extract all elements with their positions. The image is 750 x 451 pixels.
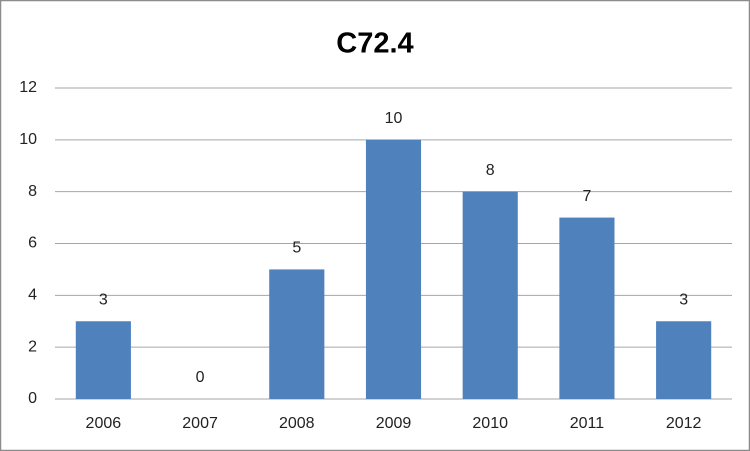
x-tick-label: 2006 (86, 415, 122, 432)
x-tick-label: 2007 (182, 415, 218, 432)
data-label: 8 (486, 162, 495, 179)
bar (75, 321, 131, 399)
x-tick-label: 2010 (472, 415, 508, 432)
data-label: 0 (196, 369, 205, 386)
x-tick-label: 2009 (376, 415, 412, 432)
y-tick-label: 6 (28, 235, 37, 252)
y-tick-label: 0 (28, 390, 37, 407)
bar (269, 269, 325, 399)
y-tick-label: 12 (19, 79, 37, 96)
x-tick-label: 2008 (279, 415, 315, 432)
x-tick-label: 2011 (570, 415, 605, 432)
y-tick-label: 2 (28, 338, 37, 355)
data-label: 10 (385, 110, 403, 127)
bar (559, 217, 615, 399)
y-tick-label: 8 (28, 183, 37, 200)
chart-title: C72.4 (336, 28, 413, 60)
data-label: 3 (99, 291, 108, 308)
y-tick-label: 4 (28, 287, 37, 304)
x-tick-label: 2012 (666, 415, 702, 432)
data-label: 5 (292, 240, 301, 257)
data-label: 7 (582, 188, 591, 205)
data-label: 3 (679, 291, 688, 308)
bar (656, 321, 712, 399)
y-tick-label: 10 (19, 131, 37, 148)
bar (462, 191, 518, 399)
bar (365, 139, 422, 400)
